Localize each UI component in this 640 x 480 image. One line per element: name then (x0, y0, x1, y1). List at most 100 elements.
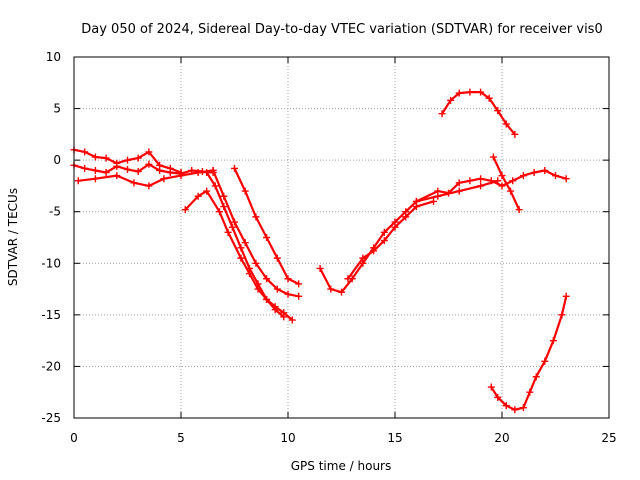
data-point (344, 275, 352, 283)
data-point (487, 383, 495, 391)
data-point (477, 175, 485, 183)
data-point (511, 406, 519, 414)
data-point (81, 164, 89, 172)
data-point (502, 120, 510, 128)
data-point (166, 164, 174, 172)
data-point (91, 166, 99, 174)
series-descent-3 (209, 166, 303, 300)
series-fall-branch (489, 153, 523, 214)
y-tick-label: 10 (46, 50, 61, 64)
data-point (145, 148, 153, 156)
data-point (502, 402, 510, 410)
data-point (156, 161, 164, 169)
data-point (160, 175, 168, 183)
data-point (430, 197, 438, 205)
data-point (511, 130, 519, 138)
data-point (124, 165, 131, 173)
data-point (519, 172, 527, 180)
x-tick-label: 25 (601, 431, 616, 445)
data-point (241, 187, 249, 195)
data-point (434, 187, 442, 195)
data-point (477, 182, 485, 190)
plot-frame (73, 56, 610, 419)
data-point (532, 373, 540, 381)
data-point (515, 206, 523, 214)
y-tick-label: -25 (41, 411, 61, 425)
data-point (252, 213, 260, 221)
y-tick-labels: -25 -20 -15 -10 -5 0 5 10 (41, 50, 61, 425)
x-axis-label: GPS time / hours (291, 459, 392, 473)
data-point (455, 89, 463, 97)
data-point (145, 182, 153, 190)
data-point (552, 172, 559, 180)
data-point (273, 254, 281, 262)
series-line (441, 90, 516, 136)
data-point (477, 88, 485, 96)
data-point (494, 393, 502, 401)
data-point (209, 166, 217, 174)
y-tick-label: 5 (53, 102, 61, 116)
data-point (530, 169, 538, 177)
data-point (81, 148, 89, 156)
data-point (273, 285, 281, 293)
data-point (487, 177, 495, 185)
data-point (113, 172, 121, 180)
series-line (319, 179, 499, 294)
data-point (254, 280, 262, 288)
data-point (134, 154, 142, 162)
x-tick-label: 20 (494, 431, 509, 445)
data-point (489, 153, 497, 161)
data-point (562, 175, 570, 183)
data-point (231, 218, 238, 226)
data-point (102, 154, 110, 162)
data-point (237, 254, 245, 262)
data-point (402, 213, 410, 221)
data-point (494, 107, 502, 115)
series-upper-arc (438, 88, 519, 138)
data-point (288, 316, 296, 324)
data-point (245, 264, 253, 272)
data-point (220, 203, 228, 211)
series-line (184, 190, 294, 322)
y-tick-label: -20 (41, 359, 61, 373)
data-point (380, 228, 388, 236)
data-point (485, 94, 493, 102)
data-point (466, 177, 474, 185)
data-point (203, 187, 211, 195)
data-point (316, 264, 324, 272)
series-line (492, 155, 521, 211)
data-point (412, 197, 420, 205)
y-tick-label: 0 (53, 153, 61, 167)
x-tick-label: 10 (280, 431, 295, 445)
series-recovery-1 (316, 177, 502, 296)
data-point (447, 96, 455, 104)
data-point (130, 179, 138, 187)
data-point (327, 285, 335, 293)
data-point (252, 259, 260, 267)
data-point (284, 275, 292, 283)
data-point (359, 254, 367, 262)
data-point (370, 247, 378, 255)
x-tick-label: 15 (387, 431, 402, 445)
data-point (211, 182, 219, 190)
data-point (203, 169, 211, 177)
series-line (233, 167, 300, 285)
data-point (241, 239, 249, 247)
data-point (216, 208, 224, 216)
data-point (338, 288, 345, 296)
data-point (91, 175, 99, 183)
y-tick-label: -15 (41, 308, 61, 322)
data-point (498, 182, 506, 190)
series-descent-4 (231, 164, 303, 288)
series-mid-branch (412, 166, 570, 205)
series-line (205, 171, 285, 318)
data-point (391, 223, 399, 231)
series-lower-arc (487, 292, 570, 414)
data-point (380, 237, 388, 245)
data-point (91, 153, 99, 161)
data-point (558, 311, 566, 319)
data-point (113, 159, 121, 167)
data-point (455, 179, 463, 187)
data-point (194, 192, 202, 200)
